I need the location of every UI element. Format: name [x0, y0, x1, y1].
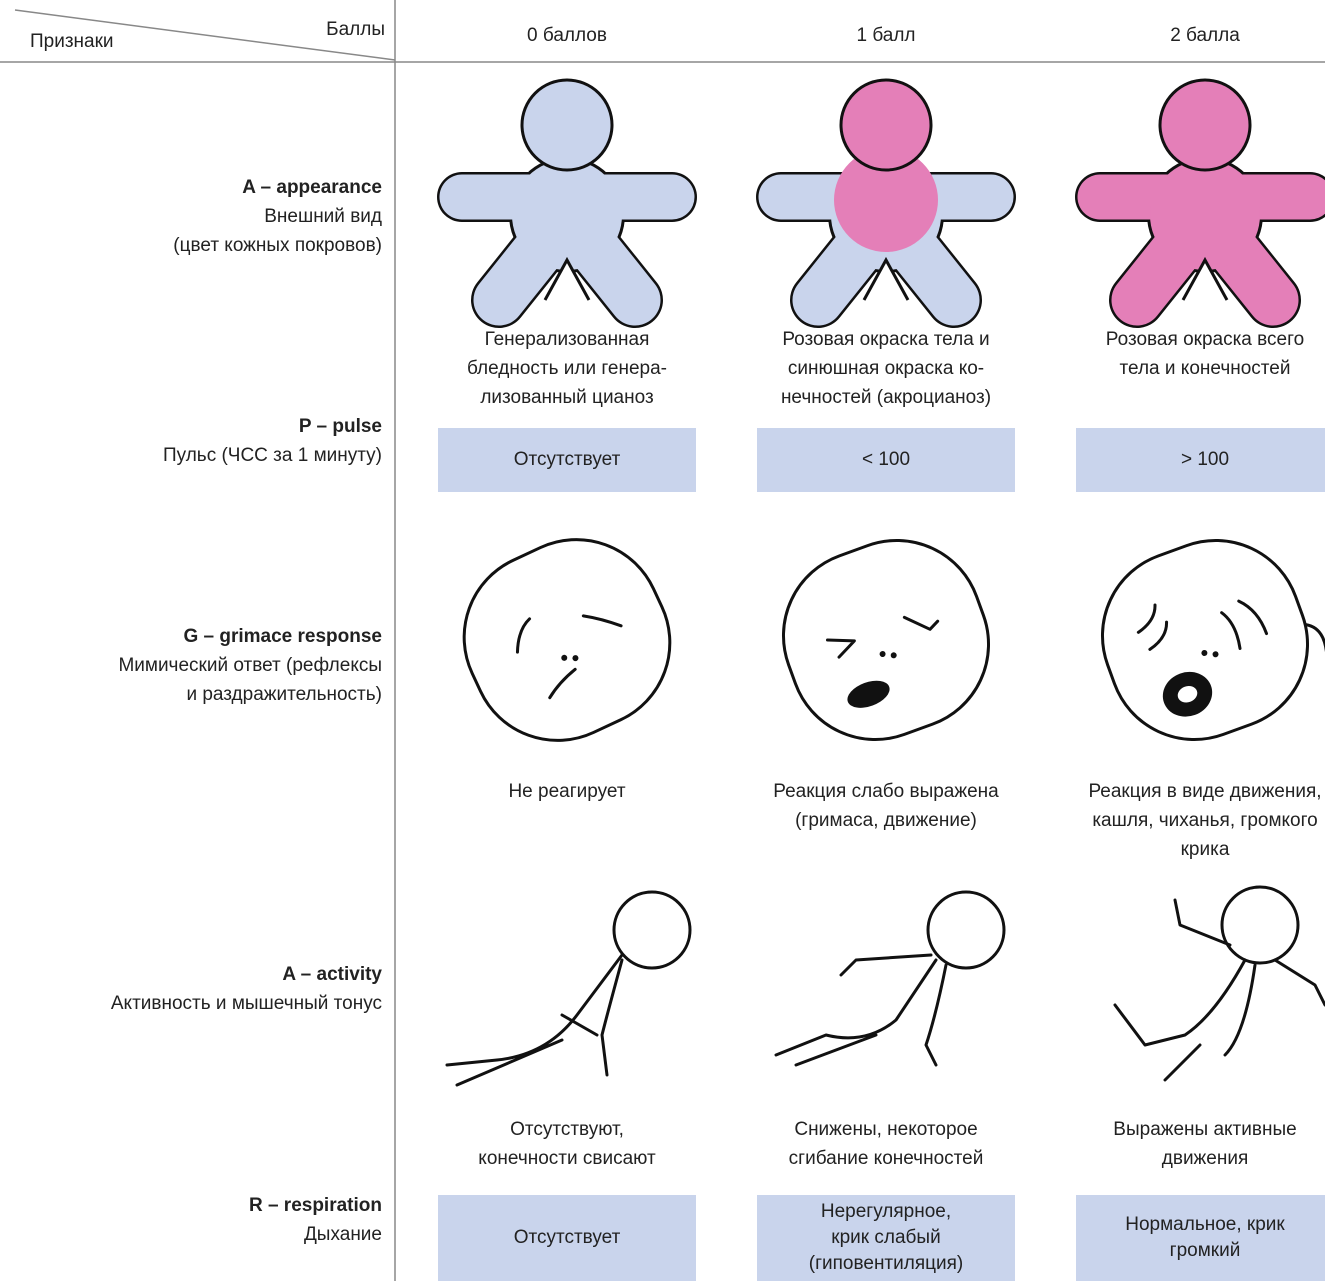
cell-text: нечностей (акроцианоз) [781, 387, 991, 408]
cell-text: (гиповентиляция) [809, 1253, 963, 1274]
cell-text: крика [1181, 839, 1230, 860]
row-code: R – respiration [249, 1195, 382, 1216]
cell-text: синюшная окраска ко- [788, 358, 984, 379]
row-code: A – activity [282, 964, 382, 985]
baby-0 [445, 890, 692, 1087]
row-description: (цвет кожных покровов) [173, 235, 382, 256]
corner-diagonal [14, 9, 396, 61]
cell-text: конечности свисают [478, 1148, 656, 1169]
face-1 [781, 538, 991, 742]
cell-text: Отсутствуют, [510, 1119, 624, 1140]
cell-text: лизованный цианоз [480, 387, 653, 408]
signs-label: Признаки [30, 31, 114, 52]
cell-text: Выражены активные [1113, 1119, 1296, 1140]
cell-text: Нормальное, крик [1125, 1214, 1285, 1235]
cell-text: > 100 [1181, 449, 1229, 470]
figure-0 [437, 78, 697, 328]
value-box [757, 1195, 1015, 1281]
cell-text: Реакция слабо выражена [773, 781, 999, 802]
row-description: и раздражительность) [186, 684, 382, 705]
cell-text: Генерализованная [485, 329, 650, 350]
row-description: Активность и мышечный тонус [111, 993, 382, 1014]
row-description: Мимический ответ (рефлексы [118, 655, 382, 676]
cell-text: громкий [1170, 1240, 1241, 1261]
cell-text: Реакция в виде движения, [1088, 781, 1321, 802]
cell-text: бледность или генера- [467, 358, 667, 379]
baby-2 [1113, 885, 1325, 1082]
value-box [1076, 1195, 1325, 1281]
cell-text: Розовая окраска всего [1106, 329, 1304, 350]
cell-text: Розовая окраска тела и [782, 329, 989, 350]
value-box [757, 428, 1015, 492]
row-code: A – appearance [242, 177, 382, 198]
score-header: 1 балл [856, 25, 915, 46]
cell-text: (гримаса, движение) [795, 810, 977, 831]
row-description: Дыхание [304, 1224, 382, 1245]
cell-text: Отсутствует [514, 1227, 621, 1248]
cell-text: движения [1162, 1148, 1248, 1169]
figure-2 [1075, 78, 1325, 328]
face-2 [1100, 538, 1325, 742]
cell-text: кашля, чиханья, громкого [1092, 810, 1317, 831]
cell-text: Нерегулярное, [821, 1201, 951, 1222]
value-box [438, 1195, 696, 1281]
row-description: Пульс (ЧСС за 1 минуту) [163, 445, 382, 466]
row-code: G – grimace response [183, 626, 382, 647]
row-code: P – pulse [299, 416, 382, 437]
value-box [438, 428, 696, 492]
cell-text: < 100 [862, 449, 910, 470]
points-label: Баллы [326, 19, 385, 40]
cell-text: Отсутствует [514, 449, 621, 470]
score-header: 0 баллов [527, 25, 607, 46]
row-description: Внешний вид [264, 206, 382, 227]
cell-text: тела и конечностей [1120, 358, 1291, 379]
figure-1 [756, 78, 1016, 328]
cell-text: крик слабый [831, 1227, 940, 1248]
cell-text: Снижены, некоторое [794, 1119, 977, 1140]
score-header: 2 балла [1170, 25, 1240, 46]
cell-text: Не реагирует [508, 781, 625, 802]
baby-1 [774, 890, 1006, 1067]
value-box [1076, 428, 1325, 492]
cell-text: сгибание конечностей [789, 1148, 984, 1169]
face-0 [462, 538, 672, 742]
